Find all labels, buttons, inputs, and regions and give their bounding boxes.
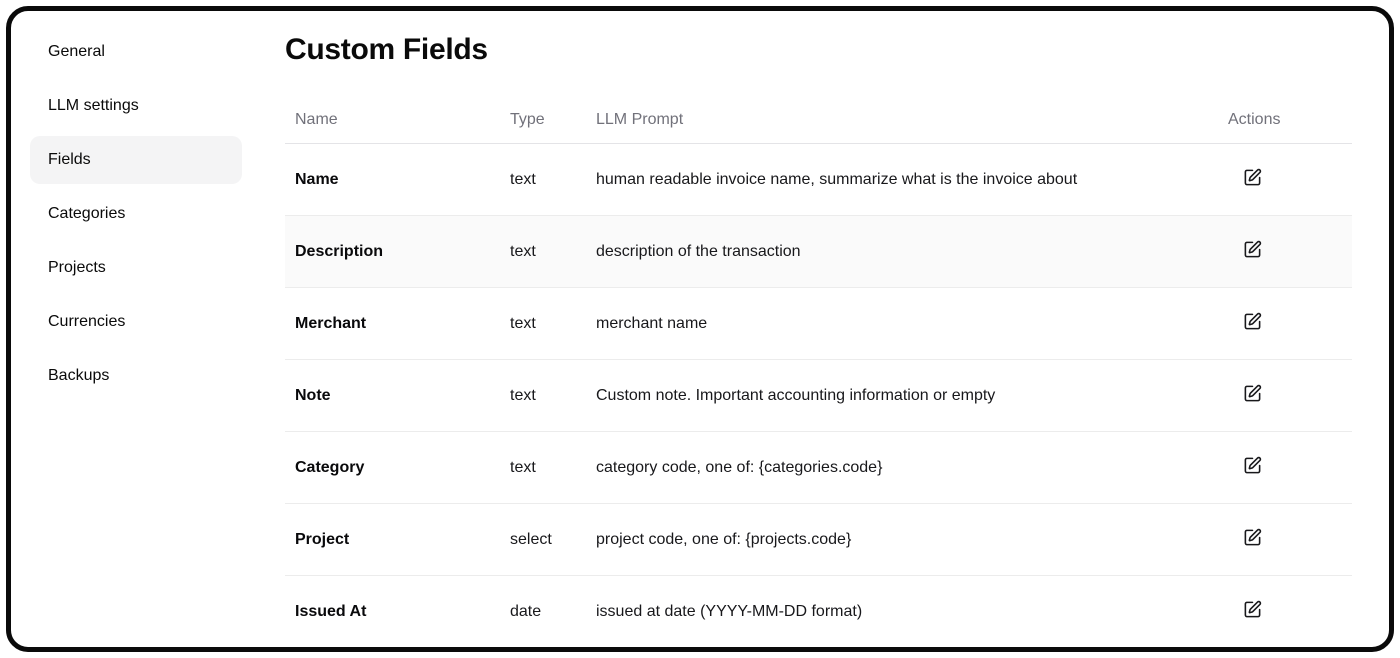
column-header-actions: Actions xyxy=(1228,110,1281,128)
edit-field-button[interactable] xyxy=(1241,383,1263,405)
custom-fields-table: Name Type LLM Prompt Actions Name text h… xyxy=(285,96,1352,647)
field-prompt-cell: category code, one of: {categories.code} xyxy=(596,458,883,476)
square-pen-edit-icon xyxy=(1243,384,1262,403)
field-name-cell: Description xyxy=(295,242,384,260)
sidebar-item-label: General xyxy=(48,43,105,60)
field-type-cell: text xyxy=(510,242,536,260)
sidebar-item-label: LLM settings xyxy=(48,97,139,114)
square-pen-edit-icon xyxy=(1243,528,1262,547)
column-header-prompt: LLM Prompt xyxy=(596,110,684,128)
field-type-cell: text xyxy=(510,314,536,332)
table-row: Description text description of the tran… xyxy=(285,216,1352,288)
field-actions-cell xyxy=(1228,455,1352,481)
sidebar-item-label: Categories xyxy=(48,205,126,222)
table-row: Note text Custom note. Important account… xyxy=(285,360,1352,432)
field-actions-cell xyxy=(1228,239,1352,265)
sidebar-item-general[interactable]: General xyxy=(30,28,242,76)
square-pen-edit-icon xyxy=(1243,168,1262,187)
field-name-cell: Merchant xyxy=(295,314,367,332)
table-header-row: Name Type LLM Prompt Actions xyxy=(285,96,1352,144)
square-pen-edit-icon xyxy=(1243,312,1262,331)
field-type-cell: date xyxy=(510,602,542,620)
sidebar-item-backups[interactable]: Backups xyxy=(30,352,242,400)
edit-field-button[interactable] xyxy=(1241,311,1263,333)
field-name-cell: Note xyxy=(295,386,331,404)
main-content: Custom Fields Name Type LLM Prompt Actio… xyxy=(285,11,1389,647)
field-type-cell: text xyxy=(510,170,536,188)
edit-field-button[interactable] xyxy=(1241,239,1263,261)
field-name-cell: Category xyxy=(295,458,365,476)
page-title: Custom Fields xyxy=(285,33,488,66)
field-prompt-cell: project code, one of: {projects.code} xyxy=(596,530,852,548)
column-header-name: Name xyxy=(295,110,338,128)
table-row: Project select project code, one of: {pr… xyxy=(285,504,1352,576)
table-row: Merchant text merchant name xyxy=(285,288,1352,360)
field-name-cell: Issued At xyxy=(295,602,367,620)
field-prompt-cell: issued at date (YYYY-MM-DD format) xyxy=(596,602,863,620)
edit-field-button[interactable] xyxy=(1241,455,1263,477)
sidebar-item-label: Currencies xyxy=(48,313,126,330)
sidebar-nav: General LLM settings Fields Categories P… xyxy=(11,11,285,647)
table-row: Category text category code, one of: {ca… xyxy=(285,432,1352,504)
table-body: Name text human readable invoice name, s… xyxy=(285,144,1352,647)
field-actions-cell xyxy=(1228,527,1352,553)
field-actions-cell xyxy=(1228,599,1352,625)
field-prompt-cell: description of the transaction xyxy=(596,242,801,260)
table-row: Name text human readable invoice name, s… xyxy=(285,144,1352,216)
edit-field-button[interactable] xyxy=(1241,527,1263,549)
sidebar-item-categories[interactable]: Categories xyxy=(30,190,242,238)
field-type-cell: text xyxy=(510,458,536,476)
sidebar-item-label: Backups xyxy=(48,367,110,384)
table-row: Issued At date issued at date (YYYY-MM-D… xyxy=(285,576,1352,647)
field-actions-cell xyxy=(1228,167,1352,193)
square-pen-edit-icon xyxy=(1243,600,1262,619)
sidebar-item-projects[interactable]: Projects xyxy=(30,244,242,292)
sidebar-item-llm-settings[interactable]: LLM settings xyxy=(30,82,242,130)
field-prompt-cell: human readable invoice name, summarize w… xyxy=(596,170,1078,188)
edit-field-button[interactable] xyxy=(1241,167,1263,189)
sidebar-item-label: Fields xyxy=(48,151,91,168)
field-actions-cell xyxy=(1228,311,1352,337)
sidebar-item-label: Projects xyxy=(48,259,106,276)
sidebar-item-currencies[interactable]: Currencies xyxy=(30,298,242,346)
field-name-cell: Name xyxy=(295,170,339,188)
field-actions-cell xyxy=(1228,383,1352,409)
field-name-cell: Project xyxy=(295,530,350,548)
field-prompt-cell: Custom note. Important accounting inform… xyxy=(596,386,996,404)
edit-field-button[interactable] xyxy=(1241,599,1263,621)
field-prompt-cell: merchant name xyxy=(596,314,708,332)
column-header-type: Type xyxy=(510,110,545,128)
sidebar-item-fields[interactable]: Fields xyxy=(30,136,242,184)
settings-window: General LLM settings Fields Categories P… xyxy=(6,6,1394,652)
field-type-cell: select xyxy=(510,530,552,548)
field-type-cell: text xyxy=(510,386,536,404)
square-pen-edit-icon xyxy=(1243,240,1262,259)
square-pen-edit-icon xyxy=(1243,456,1262,475)
